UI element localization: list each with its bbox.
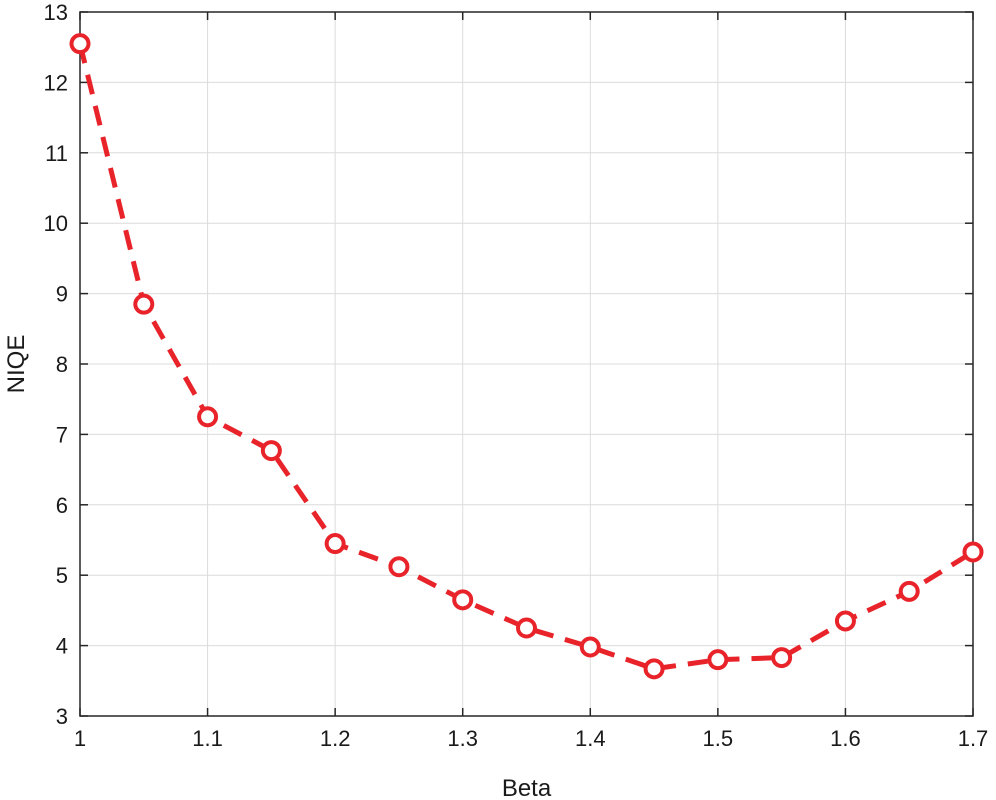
x-tick-label: 1.4 [575,726,606,751]
data-point [579,636,601,658]
data-point [707,649,729,671]
data-point [643,658,665,680]
y-tick-label: 9 [56,282,68,307]
x-tick-label: 1.5 [703,726,734,751]
y-tick-label: 12 [44,70,68,95]
data-point [898,580,920,602]
data-point-markers [69,33,984,680]
grid-lines [79,11,974,717]
data-point [324,533,346,555]
x-tick-label: 1.3 [447,726,478,751]
y-tick-label: 11 [45,141,68,166]
x-tick-label: 1.1 [192,726,223,751]
data-point [133,293,155,315]
y-tick-label: 10 [44,211,68,236]
data-point [69,33,91,55]
x-tick-label: 1.2 [320,726,351,751]
data-point [388,556,410,578]
x-tick-label: 1.7 [958,726,989,751]
data-point [260,440,282,462]
x-tick-labels: 1 1.1 1.2 1.3 1.4 1.5 1.6 1.7 [74,726,988,751]
y-tick-label: 7 [56,422,68,447]
y-tick-label: 3 [56,704,68,729]
y-axis-label: NIQE [3,335,30,394]
x-tick-label: 1 [74,726,86,751]
axis-tick-marks [79,11,974,717]
data-point [771,647,793,669]
data-point [834,610,856,632]
x-tick-label: 1.6 [830,726,861,751]
data-point [452,589,474,611]
series-line [77,43,975,672]
y-tick-label: 13 [44,0,68,25]
y-tick-labels: 3 4 5 6 7 8 9 10 11 12 13 [44,0,68,729]
y-tick-label: 6 [56,493,68,518]
x-axis-label: Beta [502,775,552,800]
data-point [962,541,984,563]
data-point [197,406,219,428]
y-tick-label: 4 [56,634,68,659]
y-tick-label: 5 [56,563,68,588]
y-tick-label: 8 [56,352,68,377]
data-point [516,617,537,639]
